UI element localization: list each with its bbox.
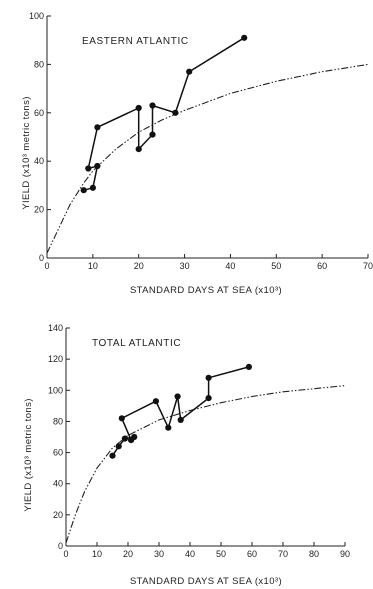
x-tick-label: 0 [44, 261, 49, 271]
data-point [94, 124, 101, 131]
x-tick-label: 0 [63, 549, 68, 559]
x-tick-label: 10 [88, 261, 98, 271]
data-point [149, 131, 156, 138]
x-tick-label: 60 [247, 549, 257, 559]
chart-title: TOTAL ATLANTIC [92, 338, 181, 349]
chart-title: EASTERN ATLANTIC [82, 36, 189, 47]
chart-eastern-atlantic: EASTERN ATLANTIC YIELD (x10³ metric tons… [21, 11, 373, 296]
data-point [89, 184, 96, 191]
series-line [83, 37, 245, 191]
data-point [241, 34, 248, 41]
x-tick-label: 40 [225, 261, 235, 271]
data-point [152, 398, 159, 405]
data-point [177, 416, 184, 423]
chart-total-atlantic: TOTAL ATLANTIC YIELD (x10³ metric tons) … [23, 323, 350, 587]
y-tick-label: 100 [29, 11, 44, 21]
data-point [109, 452, 116, 459]
y-tick-label: 120 [48, 354, 63, 364]
data-point [135, 146, 142, 153]
x-axis-label: STANDARD DAYS AT SEA (x10³) [130, 576, 282, 587]
data-point [85, 165, 92, 172]
data-point [174, 393, 181, 400]
y-tick-label: 0 [39, 253, 44, 263]
data-point [186, 68, 193, 75]
y-tick-label: 60 [53, 448, 63, 458]
y-tick-label: 140 [48, 323, 63, 333]
x-tick-label: 40 [185, 549, 195, 559]
y-tick-label: 40 [53, 479, 63, 489]
y-tick-label: 40 [34, 156, 44, 166]
data-point [245, 363, 252, 370]
y-tick-label: 20 [53, 510, 63, 520]
x-tick-label: 10 [92, 549, 102, 559]
data-point [165, 424, 172, 431]
x-tick-label: 30 [180, 261, 190, 271]
data-point [121, 435, 128, 442]
fitted-curve [65, 385, 346, 544]
x-tick-label: 70 [278, 549, 288, 559]
data-point [128, 437, 135, 444]
x-tick-label: 90 [340, 549, 350, 559]
x-tick-label: 50 [216, 549, 226, 559]
y-tick-label: 0 [58, 541, 63, 551]
data-point [94, 162, 101, 170]
data-point [205, 374, 212, 381]
y-tick-label: 80 [34, 59, 44, 69]
x-tick-label: 70 [363, 261, 373, 271]
x-tick-label: 20 [123, 549, 133, 559]
y-tick-label: 20 [34, 205, 44, 215]
y-axis-label: YIELD (x10³ metric tons) [23, 398, 34, 512]
y-tick-label: 100 [48, 385, 63, 395]
data-point [205, 395, 212, 402]
x-tick-label: 60 [317, 261, 327, 271]
data-point [135, 104, 142, 112]
y-axis-label: YIELD (x10³ metric tons) [21, 96, 32, 210]
fitted-curve [46, 63, 369, 254]
data-point [80, 187, 87, 194]
data-point [115, 443, 122, 450]
data-point [118, 415, 125, 422]
x-axis-label: STANDARD DAYS AT SEA (x10³) [130, 285, 282, 296]
plot-area: 0 10 20 30 40 50 60 70 80 90 0 20 40 60 80 100 120 140 [48, 323, 350, 559]
y-tick-label: 60 [34, 108, 44, 118]
data-point [172, 109, 179, 116]
x-tick-label: 30 [154, 549, 164, 559]
x-tick-label: 80 [309, 549, 319, 559]
data-point [149, 102, 156, 109]
x-tick-label: 50 [271, 261, 281, 271]
x-tick-label: 20 [134, 261, 144, 271]
y-tick-label: 80 [53, 416, 63, 426]
plot-area: 0 10 20 30 40 50 60 70 0 20 40 60 80 100 [29, 11, 373, 271]
